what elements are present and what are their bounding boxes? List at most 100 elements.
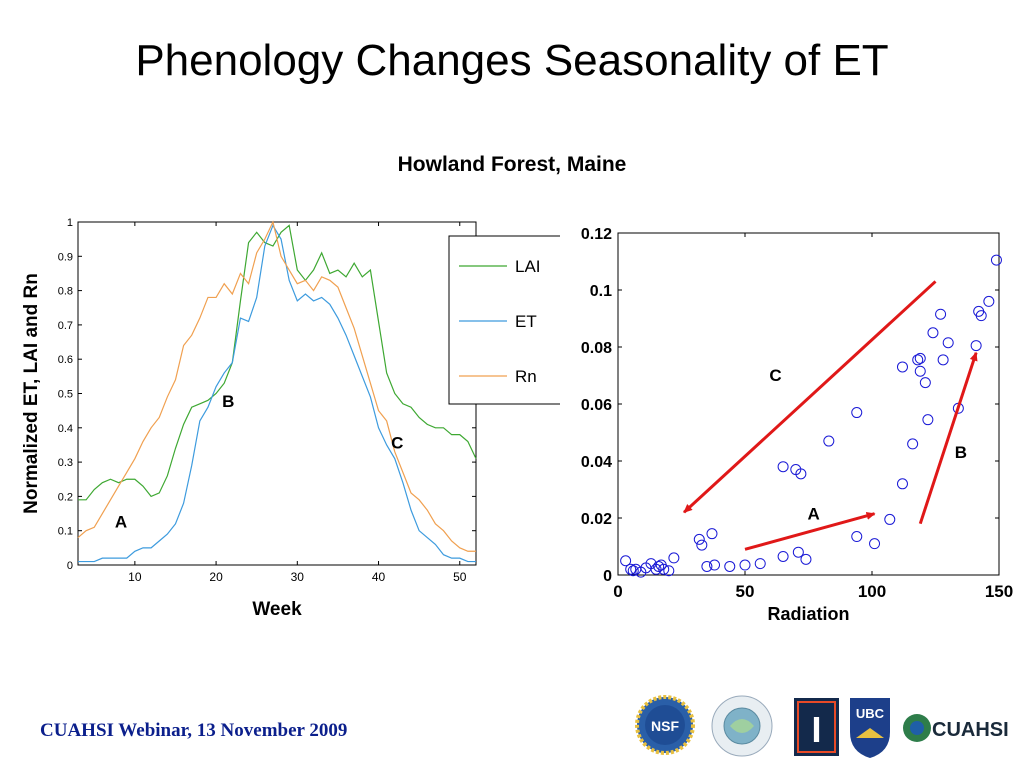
x-tick-label: 50 [736, 582, 755, 601]
nsf-logo: NSF [635, 695, 695, 755]
scatter-point [990, 254, 1002, 266]
x-tick-label: 150 [985, 582, 1013, 601]
illinois-logo: I [794, 698, 839, 756]
scatter-point [869, 538, 881, 550]
predictability-logo [711, 695, 773, 757]
scatter-point [912, 354, 924, 366]
scatter-point [851, 531, 863, 543]
scatter-point [653, 560, 665, 572]
y-tick-label: 0.9 [58, 251, 73, 263]
y-tick-label: 0.08 [581, 340, 612, 357]
cuahsi-logo: CUAHSI [903, 714, 1009, 742]
nsf-logo-text: NSF [651, 718, 679, 734]
illinois-logo-text: I [811, 709, 821, 750]
scatter-point [851, 407, 863, 419]
scatter-point [620, 555, 632, 567]
plot-area [617, 232, 1000, 576]
y-axis-label: Normalized ET, LAI and Rn [21, 273, 42, 514]
sponsor-logos: NSF I UBC CUAHSI [635, 695, 1009, 758]
y-tick-label: 0.1 [58, 526, 73, 538]
plot-area [77, 221, 477, 566]
scatter-point [800, 553, 812, 565]
cuahsi-logo-text: CUAHSI [932, 719, 1009, 741]
scatter-point [937, 354, 949, 366]
scatter-point [795, 468, 807, 480]
scatter-point [823, 435, 835, 447]
x-tick-label: 40 [372, 570, 386, 584]
trend-arrow [744, 511, 876, 551]
scatter-point [693, 533, 705, 545]
x-tick-label: 20 [209, 570, 223, 584]
annotation-label: B [222, 392, 234, 411]
x-tick-label: 30 [291, 570, 305, 584]
scatter-point [896, 478, 908, 490]
scatter-chart: 0 0.02 0.04 0.06 0.08 0.1 0.12 0 50 100 150 C A B Radi… [581, 226, 1013, 624]
annotation-label: C [769, 366, 781, 385]
scatter-point [792, 546, 804, 558]
scatter-point [627, 565, 639, 577]
y-tick-label: 0.3 [58, 457, 73, 469]
scatter-point [907, 438, 919, 450]
ubc-logo: UBC [850, 698, 890, 758]
y-tick-label: 0.02 [581, 511, 612, 528]
x-tick-label: 100 [858, 582, 886, 601]
x-tick-label: 50 [453, 570, 467, 584]
scatter-point [777, 550, 789, 562]
y-tick-label: 0.8 [58, 286, 73, 298]
scatter-point [754, 558, 766, 570]
y-tick-label: 0.2 [58, 491, 73, 503]
slide-title: Phenology Changes Seasonality of ET [135, 36, 889, 85]
scatter-point [935, 308, 947, 320]
scatter-point [922, 414, 934, 426]
scatter-point [970, 340, 982, 352]
scatter-point [884, 513, 896, 525]
annotation-label: B [955, 443, 967, 462]
y-tick-label: 0.1 [590, 283, 612, 300]
series-line-rn [77, 220, 476, 552]
chart-subtitle: Howland Forest, Maine [397, 153, 627, 176]
y-tick-label: 0.6 [58, 354, 73, 366]
scatter-point [896, 361, 908, 373]
scatter-point [724, 560, 736, 572]
scatter-point [983, 295, 995, 307]
scatter-point [663, 565, 675, 577]
x-tick-label: 0 [613, 582, 622, 601]
legend-label: LAI [515, 257, 541, 276]
trend-arrow [918, 351, 978, 525]
annotation-label: A [807, 504, 819, 523]
legend-box [448, 235, 560, 405]
y-tick-label: 1 [67, 217, 73, 229]
series-line-et [78, 224, 476, 563]
y-tick-label: 0.06 [581, 397, 612, 414]
scatter-point [625, 563, 637, 575]
legend-label: ET [515, 312, 537, 331]
scatter-point [927, 327, 939, 339]
annotation-label: A [115, 512, 127, 531]
scatter-point [701, 560, 713, 572]
y-tick-label: 0.12 [581, 226, 612, 243]
y-tick-label: 0.7 [58, 320, 73, 332]
scatter-point [696, 539, 708, 551]
y-tick-label: 0.4 [58, 423, 73, 435]
y-tick-label: 0.04 [581, 454, 612, 471]
footer-text: CUAHSI Webinar, 13 November 2009 [40, 720, 348, 741]
y-tick-label: 0.5 [58, 389, 73, 401]
legend-label: Rn [515, 367, 537, 386]
y-tick-label: 0 [603, 568, 612, 585]
scatter-point [739, 559, 751, 571]
x-tick-label: 10 [128, 570, 142, 584]
x-axis-label: Week [252, 599, 302, 620]
scatter-point [706, 528, 718, 540]
scatter-point [658, 563, 670, 575]
y-tick-label: 0 [67, 560, 73, 572]
scatter-point [709, 559, 721, 571]
ubc-logo-text: UBC [856, 706, 885, 721]
scatter-point [919, 377, 931, 389]
scatter-point [975, 310, 987, 322]
scatter-point [914, 365, 926, 377]
trend-arrow [683, 280, 937, 514]
line-chart: 0 0.1 0.2 0.3 0.4 0.5 0.6 0.7 0.8 0.9 1 10 20 30 40 50 L… [21, 217, 560, 620]
scatter-point [777, 461, 789, 473]
x-axis-label: Radiation [767, 604, 849, 624]
scatter-point [668, 552, 680, 564]
